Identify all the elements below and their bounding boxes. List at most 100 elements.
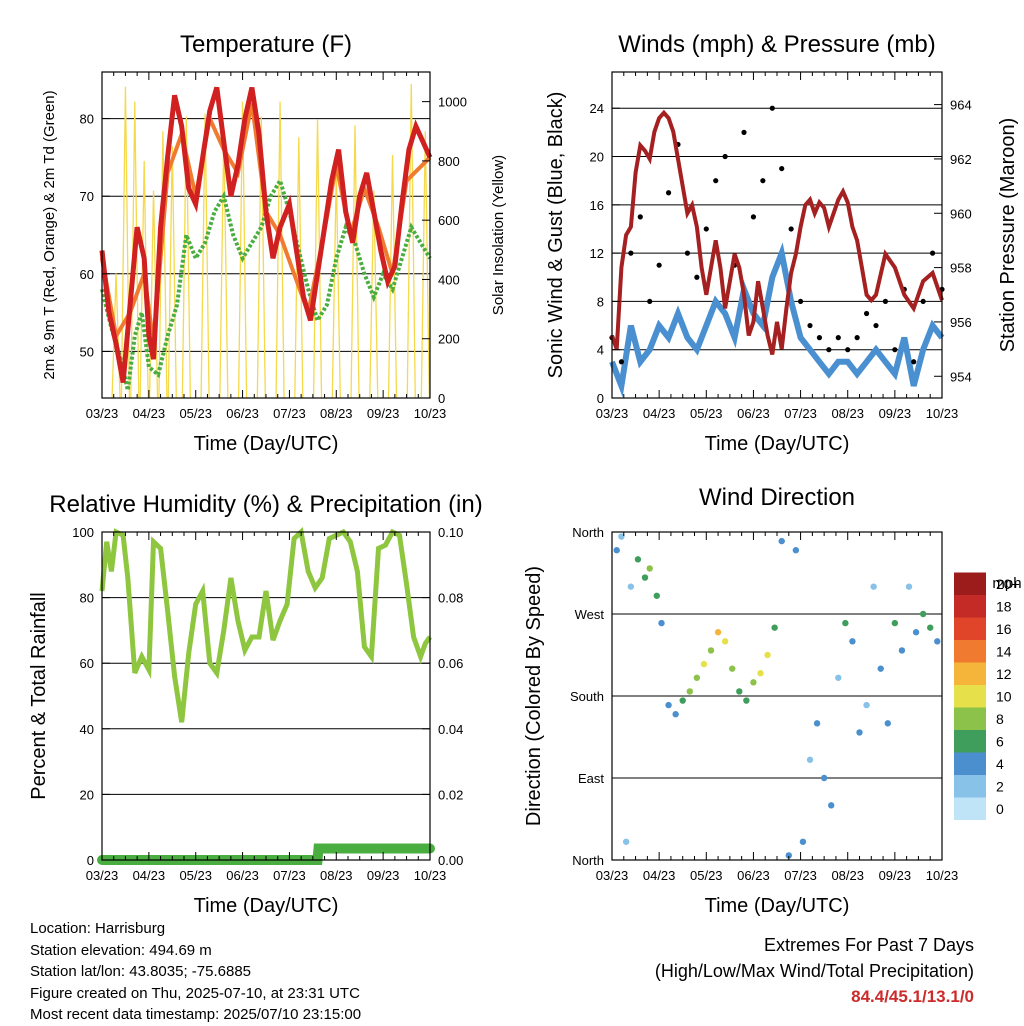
solar-spike [158,131,168,399]
direction-point [613,547,620,554]
solar-spike [369,190,379,399]
y2-tick-label: 964 [950,98,972,113]
solar-spike [167,146,177,399]
colorbar-swatch [954,595,986,618]
y2-tick-label: 954 [950,369,972,384]
x-tick-label: 10/23 [414,406,447,421]
colorbar-swatch [954,662,986,685]
direction-point [622,838,630,845]
direction-point [927,624,934,631]
y2-tick-label: 0.04 [438,722,463,737]
elevation-text: Station elevation: 494.69 m [30,941,212,959]
colorbar-swatch [954,707,986,730]
y-tick-label: 60 [80,656,94,671]
gust-point [713,178,719,184]
y2-tick-label: 0.00 [438,853,463,868]
y-tick-label: North [572,853,604,868]
x-tick-label: 04/23 [643,406,676,421]
x-axis-label: Time (Day/UTC) [705,433,850,455]
y-axis-label: Percent & Total Rainfall [28,592,50,800]
gust-point [703,226,709,232]
colorbar-swatch [954,797,986,820]
x-axis-label: Time (Day/UTC) [194,433,339,455]
solar-spike [200,113,210,399]
y-tick-label: 40 [80,722,94,737]
direction-point [714,629,722,636]
direction-point [721,638,729,645]
x-tick-label: 10/23 [926,868,959,883]
gust-point [769,105,775,111]
colorbar-title: mph [992,575,1021,592]
y-tick-label: 0 [87,853,94,868]
direction-point [771,624,778,631]
y-tick-label: 12 [590,246,604,261]
extremes-box: Extremes For Past 7 Days (High/Low/Max W… [655,932,974,1010]
x-tick-label: 10/23 [926,406,959,421]
direction-point [870,583,877,590]
gust-point [854,335,860,341]
direction-point [934,638,941,645]
x-tick-label: 09/23 [367,406,400,421]
gust-point [788,226,794,232]
y-tick-label: South [570,689,604,704]
y-tick-label: 70 [80,189,94,204]
y2-tick-label: 960 [950,206,972,221]
colorbar-swatch [954,617,986,640]
gust-point [637,214,643,220]
colorbar-swatch [954,572,986,595]
direction-point [891,619,899,627]
x-tick-label: 07/23 [273,406,306,421]
gust-point [911,359,917,365]
direction-point [693,674,701,681]
gust-point [863,310,870,317]
solar-spike [406,83,416,399]
colorbar-label: 2 [996,778,1004,794]
solar-spike [331,172,341,399]
direction-point [778,537,785,545]
y2-tick-label: 958 [950,261,972,276]
colorbar-label: 16 [996,621,1012,637]
x-tick-label: 09/23 [879,868,912,883]
y2-tick-label: 400 [438,272,460,287]
direction-point [792,547,800,554]
location-text: Location: Harrisburg [30,920,166,937]
x-tick-label: 07/23 [784,868,817,883]
direction-point [700,660,708,668]
direction-point [618,533,625,540]
direction-point [736,688,743,695]
gust-point [816,335,823,341]
temp-2m-line [99,86,433,383]
station-info: Location: Harrisburg Station elevation: … [30,918,361,1026]
y2-tick-label: 956 [950,315,972,330]
gust-point [873,322,879,329]
panel-title: Wind Direction [699,484,855,511]
y2-axis-label: Solar Insolation (Yellow) [490,155,507,315]
extremes-values: 84.4/45.1/13.1/0 [851,987,974,1006]
direction-point [672,711,679,718]
gust-point [722,153,728,160]
gust-point [618,359,625,365]
direction-point [627,583,635,590]
x-tick-label: 06/23 [226,868,259,883]
x-tick-label: 03/23 [86,868,119,883]
direction-point [835,674,842,681]
y-tick-label: 16 [590,198,604,213]
gust-point [797,298,804,305]
y2-tick-label: 0.02 [438,787,463,802]
direction-point [634,556,642,563]
extremes-subtitle: (High/Low/Max Wind/Total Precipitation) [654,961,974,981]
gust-point [826,347,832,353]
direction-point [842,619,849,627]
y2-tick-label: 800 [438,154,460,169]
gust-point [807,322,813,329]
y-tick-label: 60 [80,267,94,282]
direction-point [820,774,828,782]
x-tick-label: 08/23 [320,406,353,421]
direction-point [905,583,913,590]
gust-point [760,178,766,184]
x-axis-label: Time (Day/UTC) [705,895,850,917]
x-tick-label: 07/23 [273,868,306,883]
x-tick-label: 06/23 [737,868,770,883]
x-tick-label: 09/23 [879,406,912,421]
